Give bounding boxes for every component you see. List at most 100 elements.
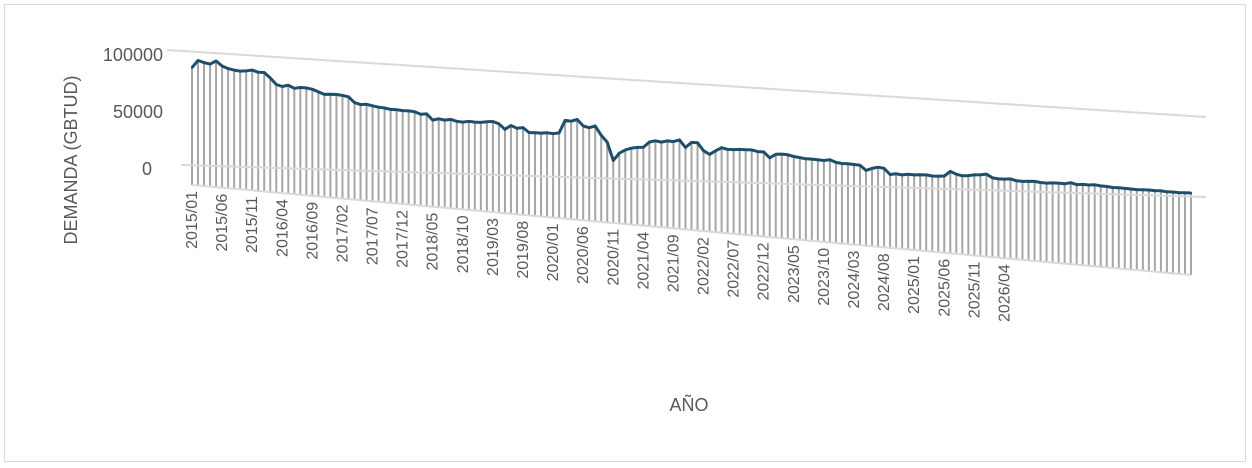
data-point [449, 118, 452, 121]
data-point [768, 156, 771, 160]
data-point [365, 103, 368, 106]
data-point [612, 159, 615, 162]
data-point [1015, 179, 1018, 182]
data-point [918, 173, 922, 176]
data-point [1003, 177, 1006, 181]
x-tick-label: 2015/01 [184, 191, 201, 249]
data-point [852, 163, 856, 166]
data-point [678, 138, 681, 142]
data-point [383, 106, 386, 110]
y-tick-label: 50000 [113, 102, 163, 122]
data-point [834, 161, 838, 164]
data-point [931, 174, 934, 178]
data-point [1009, 177, 1012, 181]
data-point [202, 61, 206, 64]
data-point [485, 120, 489, 123]
data-point [840, 162, 844, 165]
data-point [876, 166, 880, 169]
data-point [997, 177, 1000, 181]
data-point [329, 92, 332, 96]
data-point [545, 131, 549, 135]
y-tick-label: 0 [142, 159, 152, 179]
gridlines [166, 49, 1207, 276]
data-point [413, 110, 416, 113]
data-point [317, 90, 320, 94]
x-tick-label: 2025/01 [906, 256, 923, 314]
data-point [491, 120, 495, 123]
data-point [738, 148, 741, 151]
x-tick-label: 2023/10 [816, 248, 833, 306]
data-point [250, 68, 254, 72]
x-tick-label: 2022/12 [756, 242, 773, 300]
data-point [293, 87, 296, 90]
x-tick-label: 2017/02 [335, 205, 352, 263]
y-axis-ticks: 100000 50000 0 [103, 45, 163, 179]
x-tick-label: 2020/11 [605, 229, 622, 286]
data-point [756, 150, 759, 153]
data-point [407, 109, 410, 113]
x-tick-label: 2018/05 [425, 213, 442, 271]
y-tick-label: 100000 [103, 45, 163, 65]
data-point [1063, 182, 1066, 185]
floor-line [191, 184, 1192, 276]
gridline-top [166, 49, 1207, 118]
chart-area: 100000 50000 0 2015/01 2015/06 2015/11 2016… [4, 4, 1246, 462]
data-point [1153, 189, 1157, 192]
data-point [1147, 188, 1151, 192]
data-point [696, 141, 699, 144]
data-point [666, 139, 669, 143]
data-point [780, 152, 783, 156]
data-point [624, 148, 627, 152]
data-point [660, 140, 663, 144]
data-point [311, 88, 314, 91]
data-point [431, 118, 434, 122]
data-point [1051, 181, 1054, 185]
data-point [1189, 191, 1193, 195]
data-point [991, 176, 994, 179]
x-tick-label: 2025/06 [936, 259, 953, 317]
data-point [455, 120, 458, 123]
data-point [503, 128, 507, 131]
data-point [575, 118, 579, 121]
x-tick-label: 2019/03 [485, 218, 502, 276]
data-point [377, 105, 380, 109]
x-tick-label: 2017/12 [395, 210, 412, 268]
data-point [828, 158, 832, 162]
data-point [708, 153, 711, 156]
data-point [1105, 185, 1108, 188]
data-point [792, 155, 796, 158]
data-point [425, 112, 428, 116]
data-point [979, 173, 982, 176]
data-point [774, 153, 777, 156]
x-tick-label: 2021/04 [635, 232, 652, 290]
x-tick-label: 2019/08 [515, 221, 532, 279]
x-tick-label: 2016/04 [274, 199, 291, 257]
data-point [943, 174, 946, 178]
data-point [1075, 183, 1078, 186]
data-point [1123, 187, 1127, 190]
data-point [1045, 181, 1048, 185]
data-point [888, 173, 892, 176]
data-point [395, 108, 398, 111]
x-tick-label: 2015/06 [214, 194, 231, 252]
data-point [750, 148, 753, 152]
x-tick-label: 2016/09 [304, 202, 321, 260]
data-point [1057, 181, 1060, 185]
data-point [389, 108, 392, 111]
data-point [563, 119, 567, 122]
data-point [256, 70, 260, 74]
x-tick-label: 2020/06 [575, 226, 592, 284]
data-point [1183, 191, 1187, 195]
data-point [305, 86, 308, 90]
data-point [1087, 183, 1090, 187]
data-point [461, 120, 465, 124]
data-point [648, 140, 651, 144]
data-point [985, 172, 988, 176]
data-point [654, 139, 657, 143]
data-point [244, 69, 248, 73]
data-point [521, 126, 525, 129]
data-point [822, 159, 826, 162]
data-point [955, 173, 958, 176]
data-point [684, 146, 687, 149]
data-point [1129, 187, 1133, 191]
